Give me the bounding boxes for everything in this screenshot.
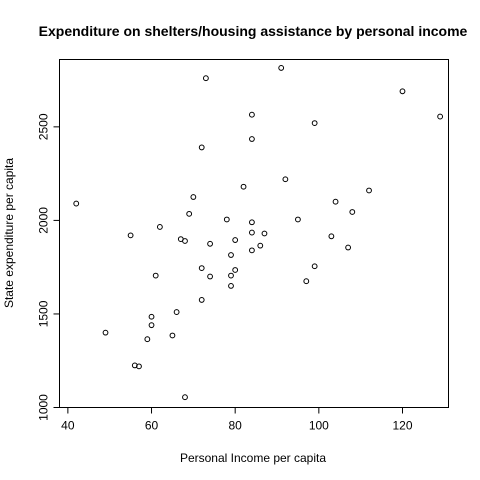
data-point	[261, 230, 268, 237]
x-tick-label: 120	[392, 419, 412, 433]
data-point	[295, 216, 301, 223]
data-point	[144, 336, 151, 343]
data-point	[282, 176, 289, 183]
x-tick-label: 80	[228, 419, 242, 433]
x-tick-label: 40	[61, 419, 75, 433]
data-point	[232, 237, 239, 243]
data-point	[148, 322, 155, 329]
data-point	[182, 238, 188, 244]
data-point	[249, 229, 255, 236]
chart-title: Expenditure on shelters/housing assistan…	[39, 23, 468, 39]
data-point	[198, 297, 205, 303]
data-point	[328, 233, 335, 240]
data-point	[207, 273, 213, 280]
data-point	[136, 363, 142, 370]
data-point	[332, 198, 339, 205]
data-point	[207, 240, 213, 247]
x-axis: 40 60 80 100 120	[61, 407, 413, 433]
data-point	[232, 267, 239, 273]
y-tick-label: 1000	[37, 394, 51, 421]
data-point	[228, 252, 234, 258]
x-tick-label: 60	[145, 419, 159, 433]
data-point	[156, 224, 163, 230]
data-point	[102, 329, 109, 336]
data-point	[198, 144, 205, 151]
data-point	[311, 263, 318, 270]
data-points	[73, 65, 444, 401]
y-tick-label: 2500	[37, 113, 51, 140]
data-point	[228, 282, 234, 289]
data-point	[240, 183, 247, 190]
x-tick-label: 100	[309, 419, 329, 433]
data-point	[366, 187, 372, 194]
data-point	[228, 272, 234, 279]
data-point	[198, 265, 205, 272]
data-point	[127, 232, 134, 239]
data-point	[182, 394, 188, 401]
data-point	[303, 278, 310, 285]
data-point	[148, 313, 155, 320]
data-point	[399, 88, 406, 95]
y-tick-label: 1500	[37, 300, 51, 327]
y-axis-label: State expenditure per capita	[2, 158, 16, 308]
data-point	[223, 216, 230, 223]
data-point	[349, 209, 356, 215]
x-axis-label: Personal Income per capita	[180, 451, 326, 465]
data-point	[249, 247, 255, 254]
data-point	[152, 272, 159, 279]
data-point	[278, 65, 285, 71]
data-point	[257, 242, 264, 249]
data-point	[173, 309, 180, 315]
data-point	[345, 244, 352, 251]
data-point	[249, 111, 255, 118]
data-point	[249, 219, 255, 226]
data-point	[186, 210, 193, 217]
data-point	[169, 332, 176, 339]
data-point	[73, 200, 80, 207]
data-point	[190, 194, 197, 200]
y-axis: 1000 1500 2000 2500	[37, 113, 60, 421]
data-point	[202, 75, 209, 82]
data-point	[249, 136, 255, 142]
data-point	[311, 120, 318, 127]
data-point	[437, 113, 444, 120]
y-tick-label: 2000	[37, 207, 51, 234]
